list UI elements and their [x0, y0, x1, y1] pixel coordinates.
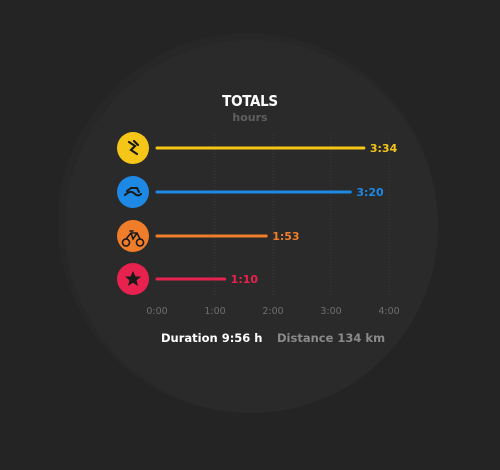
x-tick-label: 3:00 — [320, 306, 341, 317]
duration-label: Duration — [161, 331, 218, 345]
distance-value: 134 km — [337, 331, 386, 345]
duration-summary: Duration 9:56 h — [161, 331, 263, 345]
other-icon — [125, 271, 141, 286]
activity-icon-badge — [117, 220, 149, 252]
data-label: 3:34 — [370, 142, 398, 155]
data-label: 1:10 — [231, 273, 259, 286]
data-label: 1:53 — [272, 230, 299, 243]
distance-label: Distance — [277, 331, 334, 345]
data-label: 3:20 — [356, 186, 384, 199]
duration-value: 9:56 h — [221, 331, 263, 345]
running-icon — [127, 139, 140, 156]
cycling-icon — [121, 230, 145, 247]
x-tick-label: 4:00 — [378, 306, 399, 317]
distance-summary: Distance 134 km — [277, 331, 385, 345]
chart-title: TOTALS — [222, 92, 278, 110]
chart-subtitle: hours — [232, 111, 268, 124]
x-tick-label: 2:00 — [262, 306, 283, 317]
x-tick-label: 0:00 — [146, 306, 167, 317]
swimming-icon — [124, 187, 142, 197]
x-tick-label: 1:00 — [204, 306, 225, 317]
